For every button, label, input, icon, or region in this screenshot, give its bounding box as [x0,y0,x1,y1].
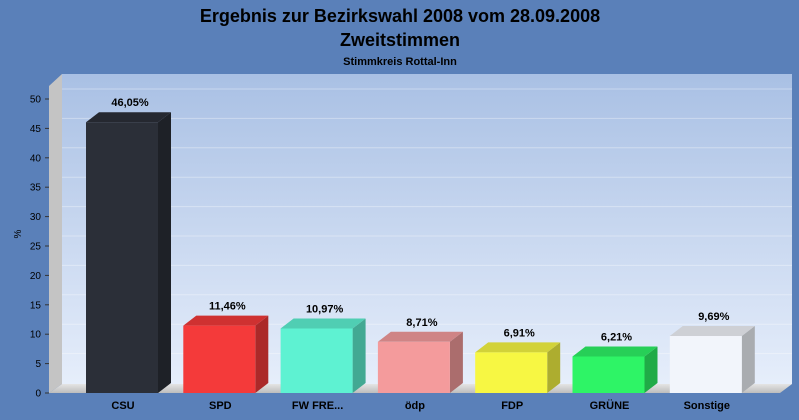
y-tick-label: 30 [30,212,42,223]
bar-1 [183,315,269,393]
bar-top [280,318,366,329]
y-tick-label: 20 [30,271,42,282]
data-label: 6,21% [601,331,632,343]
bar-top [572,346,658,357]
bar-top [669,326,755,337]
bar-top [183,315,269,326]
bar-front [669,336,742,393]
x-tick-label: Sonstige [684,400,730,412]
data-label: 46,05% [111,97,149,109]
y-axis-label: % [13,229,24,238]
y-tick-label: 10 [30,330,42,341]
data-label: 11,46% [209,301,246,313]
bar-side [255,315,269,393]
plot-back-wall [62,74,792,384]
bar-front [86,122,158,393]
bar-layer [86,112,755,393]
bar-side [158,112,171,393]
x-tick-label: CSU [111,400,134,412]
bar-2 [280,318,366,393]
bar-front [572,356,645,393]
y-tick-label: 15 [30,300,42,311]
x-tick-label: GRÜNE [590,399,630,412]
chart-caption: Stimmkreis Rottal-Inn [343,56,457,68]
chart-title: Ergebnis zur Bezirkswahl 2008 vom 28.09.… [200,6,600,26]
x-tick-label: FDP [501,400,523,412]
x-tick-label: FW FRE... [292,400,343,412]
y-tick-label: 0 [35,389,41,400]
bar-side [449,331,463,393]
y-tick-label: 45 [30,124,42,135]
bar-6 [669,326,755,393]
bar-5 [572,346,658,393]
bar-side [352,318,366,393]
bar-front [280,328,353,393]
y-tick-label: 35 [30,183,42,194]
x-tick-label: SPD [209,400,232,412]
data-label: 10,97% [306,303,344,315]
chart-subtitle: Zweitstimmen [340,30,460,50]
bar-4 [475,342,561,393]
bar-side [644,346,658,393]
bar-front [183,325,256,393]
bar-side [741,326,755,393]
y-tick-label: 50 [30,95,42,106]
bar-front [377,341,450,393]
grid-layer [62,88,792,355]
data-label: 6,91% [504,327,535,339]
label-layer: 46,05% CSU 11,46% SPD 10,97% FW FRE... 8,71% öd… [111,97,730,412]
bar-top [475,342,561,353]
y-axis: 0 5 10 15 20 25 30 35 40 45 50 [30,95,49,400]
y-tick-label: 25 [30,242,42,253]
bar-side [547,342,561,393]
plot-left-wall [49,74,62,393]
bar-front [475,352,548,393]
y-tick-label: 40 [30,153,42,164]
x-tick-label: ödp [405,400,425,412]
y-tick-label: 5 [35,359,41,370]
bar-top [377,331,463,342]
bar-3 [377,331,463,393]
bar-top [86,112,171,123]
bar-0 [86,112,171,393]
data-label: 9,69% [698,311,729,323]
data-label: 8,71% [406,317,437,329]
